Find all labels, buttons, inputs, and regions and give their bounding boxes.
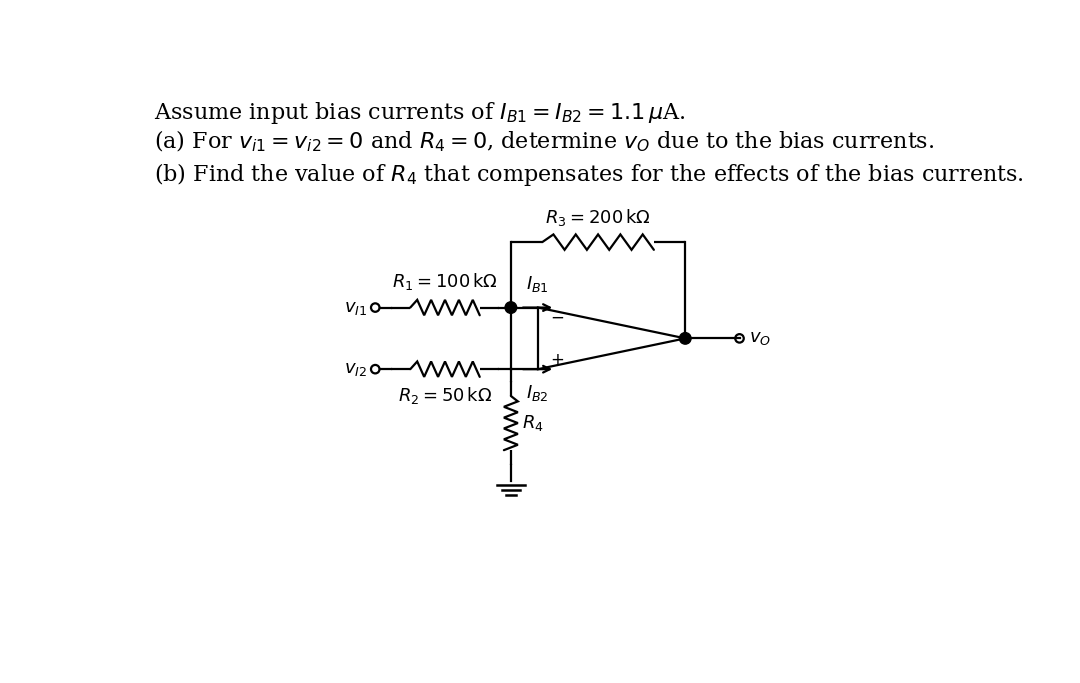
Text: $+$: $+$ [550, 351, 564, 369]
Text: $R_2 = 50\,\mathrm{k}\Omega$: $R_2 = 50\,\mathrm{k}\Omega$ [397, 385, 492, 406]
Text: $R_4$: $R_4$ [523, 413, 544, 433]
Text: $v_{I2}$: $v_{I2}$ [345, 360, 367, 378]
Text: $I_{B2}$: $I_{B2}$ [526, 383, 549, 403]
Text: (b) Find the value of $R_4$ that compensates for the effects of the bias current: (b) Find the value of $R_4$ that compens… [154, 161, 1024, 189]
Text: $v_{I1}$: $v_{I1}$ [345, 298, 367, 316]
Text: $I_{B1}$: $I_{B1}$ [526, 274, 549, 294]
Text: $-$: $-$ [550, 308, 564, 326]
Text: $v_O$: $v_O$ [748, 329, 771, 348]
Text: Assume input bias currents of $I_{B1} = I_{B2} = 1.1\,\mu$A.: Assume input bias currents of $I_{B1} = … [154, 100, 686, 126]
Text: $R_1 = 100\,\mathrm{k}\Omega$: $R_1 = 100\,\mathrm{k}\Omega$ [392, 271, 498, 292]
Circle shape [679, 333, 691, 344]
Text: (a) For $v_{i1} = v_{i2} = 0$ and $R_4 = 0$, determine $v_O$ due to the bias cur: (a) For $v_{i1} = v_{i2} = 0$ and $R_4 =… [154, 129, 935, 154]
Circle shape [505, 302, 516, 313]
Text: $R_3 = 200\,\mathrm{k}\Omega$: $R_3 = 200\,\mathrm{k}\Omega$ [545, 207, 651, 228]
